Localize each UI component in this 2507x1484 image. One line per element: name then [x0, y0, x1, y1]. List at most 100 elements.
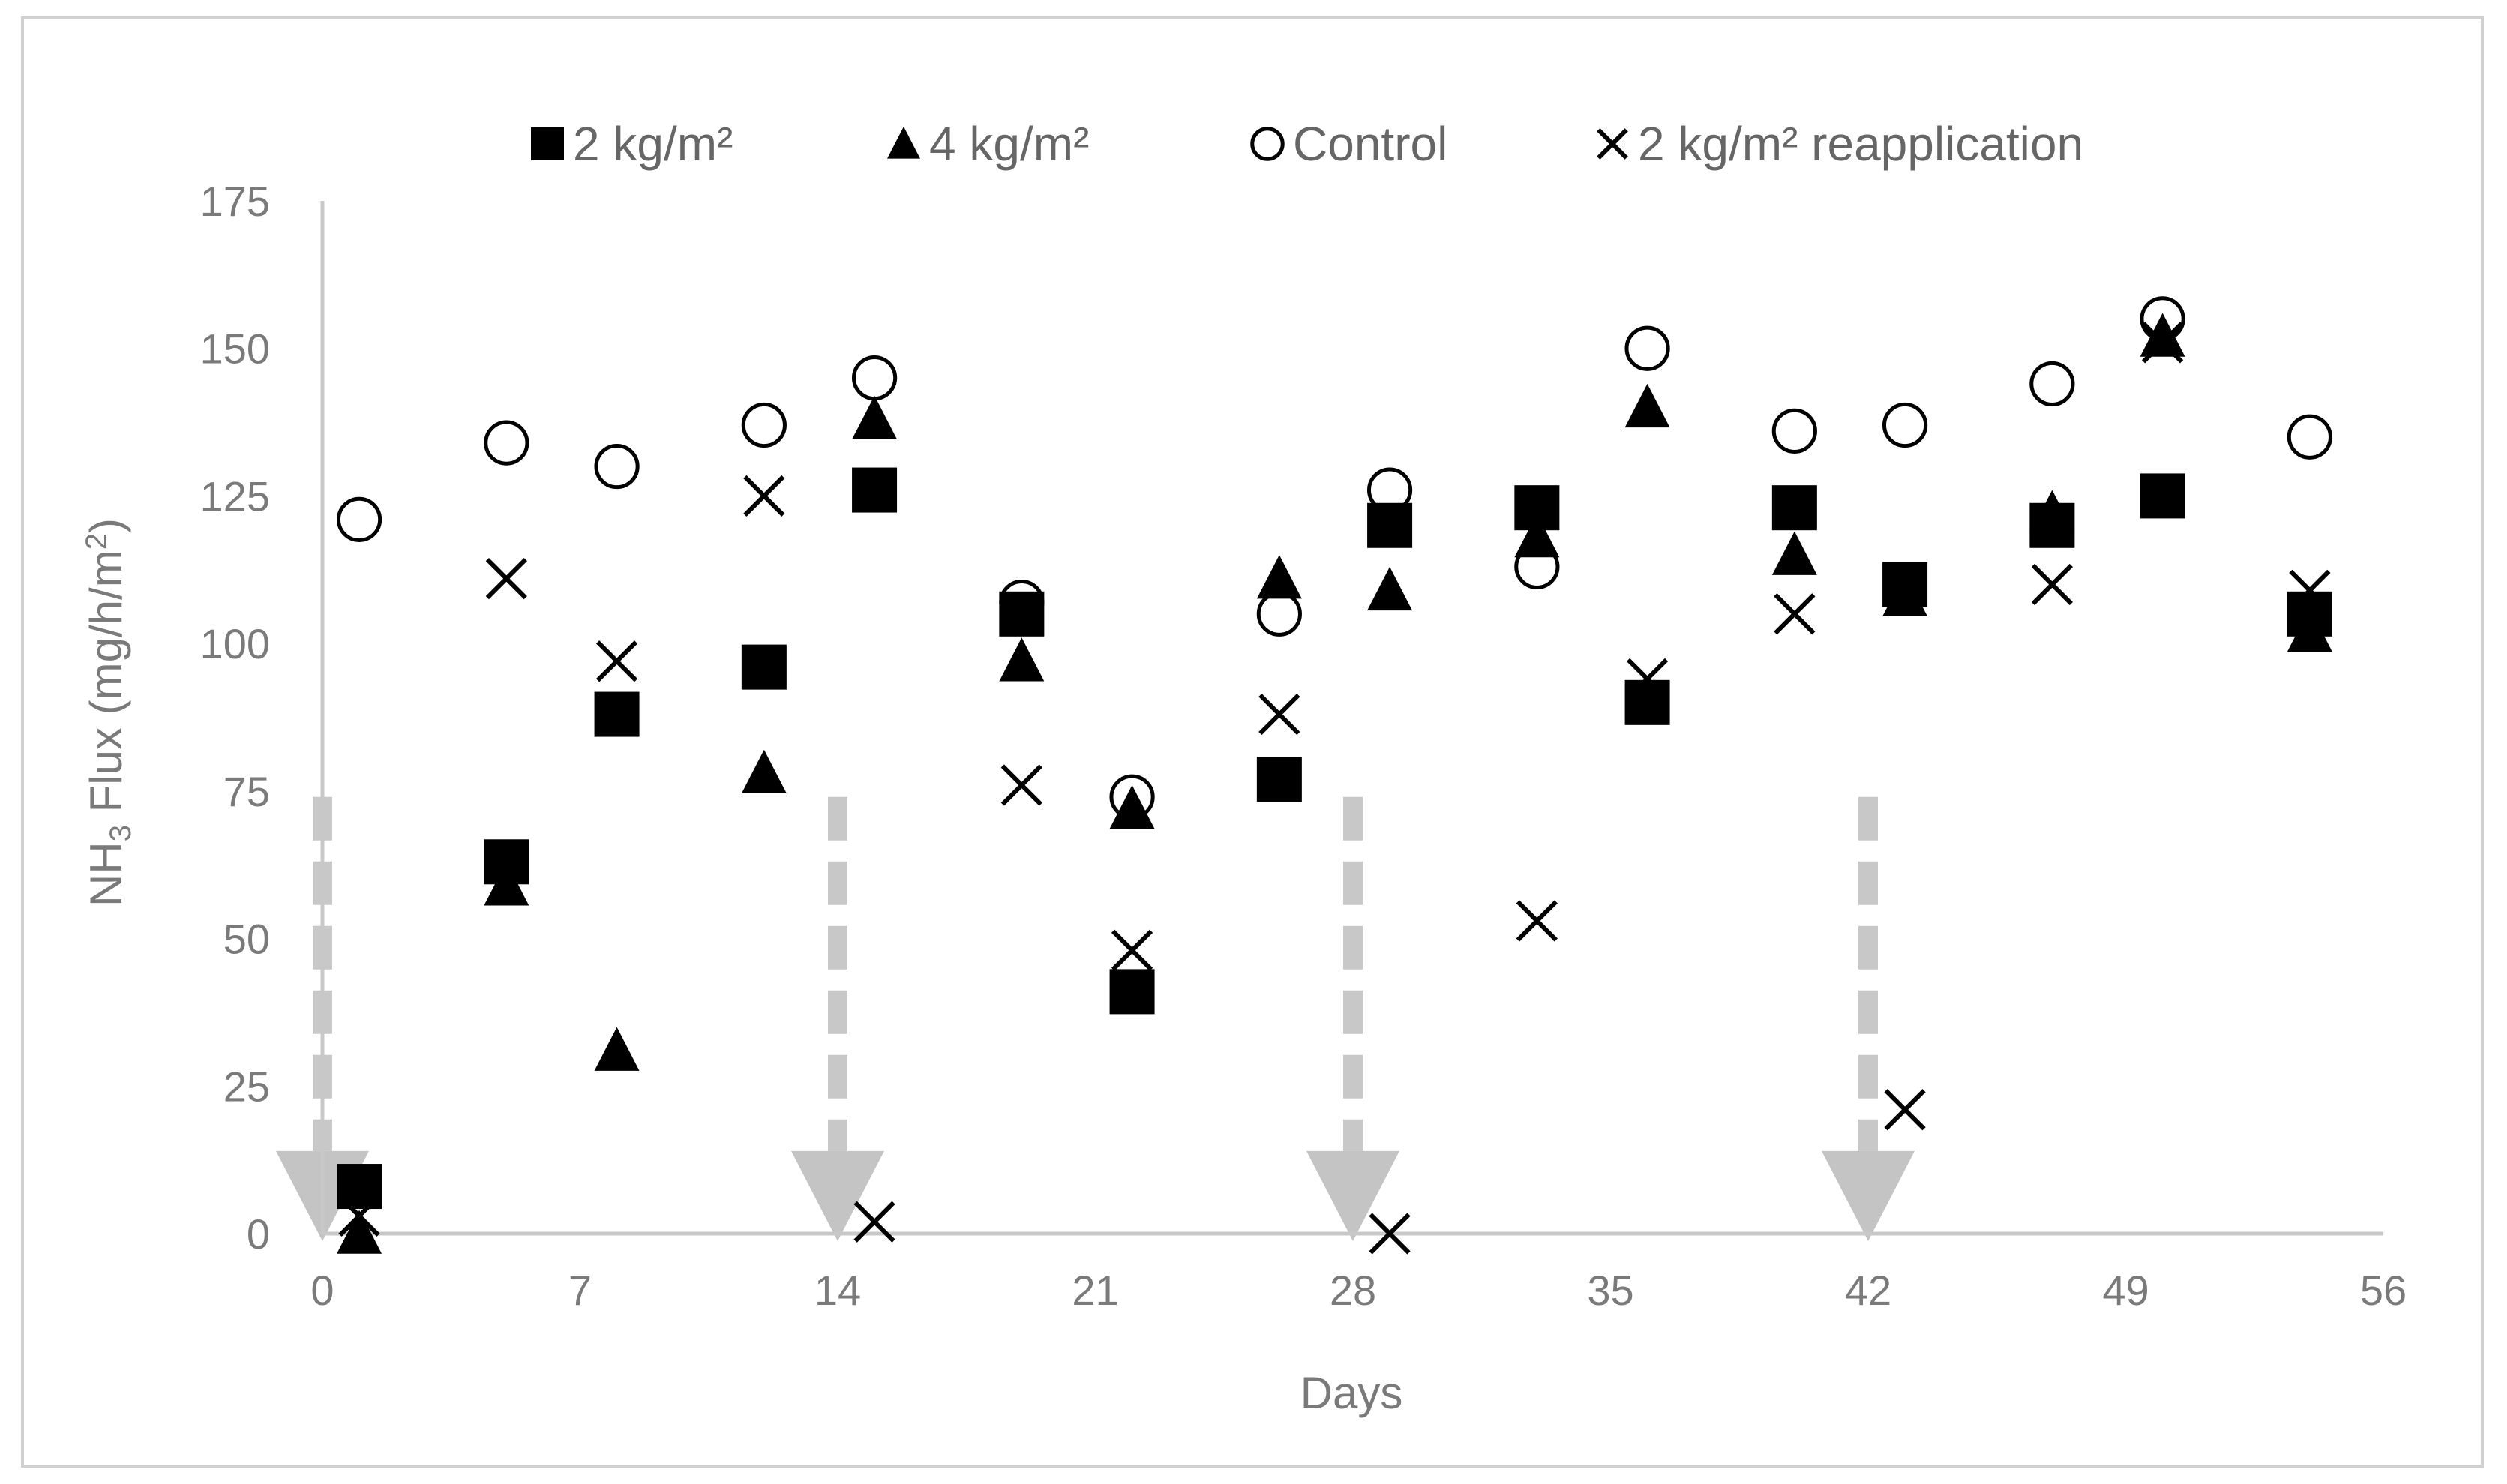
y-axis-title-rest: Flux (mg/h/m	[81, 550, 131, 825]
legend-marker-circle	[1250, 127, 1285, 161]
y-axis-title-main: NH	[81, 841, 131, 907]
data-point-triangle	[337, 1210, 382, 1254]
x-tick-label: 0	[310, 1267, 334, 1314]
data-point-square	[741, 644, 787, 690]
x-tick-label: 35	[1587, 1267, 1633, 1314]
y-tick-label: 100	[200, 620, 270, 667]
y-axis-title-sub: 3	[104, 825, 137, 841]
data-point-circle	[594, 443, 640, 490]
legend-item: 2 kg/m²	[531, 117, 733, 171]
x-marker-stroke	[1000, 764, 1042, 806]
data-point-triangle	[594, 1027, 640, 1071]
data-point-triangle	[852, 395, 898, 439]
y-tick-label: 75	[223, 768, 270, 815]
x-marker-stroke	[2289, 569, 2331, 611]
data-point-x	[1626, 658, 1669, 700]
data-point-circle	[1771, 408, 1817, 454]
y-tick-label: 25	[223, 1063, 270, 1110]
x-marker-stroke	[595, 640, 638, 682]
data-point-square	[594, 691, 640, 737]
x-marker-stroke	[1626, 658, 1669, 700]
data-point-triangle	[1256, 555, 1302, 599]
data-point-circle	[484, 420, 529, 466]
data-point-x	[2289, 569, 2331, 611]
x-tick-label: 56	[2360, 1267, 2407, 1314]
x-marker-stroke	[2141, 322, 2184, 364]
legend-label: 4 kg/m²	[929, 117, 1089, 171]
legend-item: 2 kg/m² reapplication	[1597, 117, 2083, 171]
data-point-circle	[1256, 591, 1302, 637]
chart-frame	[21, 16, 2484, 1468]
data-point-x	[1516, 900, 1558, 942]
y-tick-label: 175	[200, 178, 270, 225]
x-marker-stroke	[743, 475, 785, 517]
x-tick-label: 42	[1845, 1267, 1891, 1314]
data-point-triangle	[1109, 784, 1155, 829]
data-point-triangle	[1771, 531, 1817, 575]
data-point-square	[999, 591, 1045, 637]
x-marker-stroke	[338, 1195, 380, 1237]
data-point-circle	[336, 496, 382, 543]
x-tick-label: 7	[568, 1267, 592, 1314]
y-tick-label: 0	[247, 1210, 270, 1258]
data-point-square	[1882, 562, 1928, 607]
data-point-square	[1514, 485, 1560, 531]
data-point-circle	[2029, 361, 2075, 407]
application-arrow-head	[1306, 1150, 1399, 1241]
legend-label: 2 kg/m² reapplication	[1638, 117, 2083, 171]
data-point-square	[1367, 502, 1413, 548]
legend-label: 2 kg/m²	[573, 117, 733, 171]
x-marker-stroke	[1774, 593, 1816, 635]
data-point-x	[2141, 322, 2184, 364]
data-point-x	[743, 475, 785, 517]
data-point-square	[1256, 757, 1302, 802]
data-point-x	[1000, 764, 1042, 806]
x-marker-stroke	[1111, 929, 1153, 971]
x-tick-label: 14	[814, 1267, 861, 1314]
data-point-square	[1771, 485, 1817, 531]
application-arrow-head	[1822, 1150, 1915, 1241]
data-point-triangle	[2140, 313, 2185, 357]
legend-marker-square	[531, 127, 564, 160]
legend-marker-x	[1597, 128, 1628, 160]
x-tick-label: 49	[2102, 1267, 2149, 1314]
legend: 2 kg/m² 4 kg/m² Control 2 kg/m² reapplicati…	[531, 117, 2083, 171]
x-tick-label: 28	[1330, 1267, 1376, 1314]
data-point-x	[1369, 1213, 1411, 1255]
data-point-square	[2287, 591, 2332, 637]
data-point-triangle	[1624, 383, 1670, 428]
y-axis-title-end: )	[81, 518, 131, 533]
data-point-circle	[741, 402, 787, 448]
x-marker-stroke	[1369, 1213, 1411, 1255]
data-point-square	[2140, 473, 2185, 519]
axes	[320, 201, 2383, 1236]
y-tick-label: 125	[200, 472, 270, 520]
data-point-triangle	[741, 749, 787, 794]
x-marker-stroke	[1884, 1089, 1926, 1131]
application-arrow-head	[791, 1150, 884, 1241]
x-axis-title: Days	[1300, 1368, 1403, 1418]
legend-item: Control	[1250, 117, 1447, 171]
data-point-triangle	[1514, 514, 1560, 558]
x-tick-label: 21	[1072, 1267, 1118, 1314]
y-axis-title: NH3 Flux (mg/h/m2)	[80, 518, 137, 907]
data-point-square	[484, 839, 529, 885]
data-point-circle	[1882, 402, 1928, 448]
data-point-circle	[851, 355, 898, 401]
data-point-square	[852, 467, 898, 513]
data-point-triangle	[1367, 566, 1413, 611]
y-axis-title-sup: 2	[80, 533, 113, 550]
x-marker-stroke	[1516, 900, 1558, 942]
data-point-square	[1624, 679, 1670, 725]
legend-marker-triangle	[887, 126, 920, 159]
x-marker-stroke	[485, 557, 527, 600]
legend-label: Control	[1293, 117, 1447, 171]
data-point-x	[1774, 593, 1816, 635]
data-point-x	[2031, 563, 2073, 606]
x-marker-stroke	[2031, 563, 2073, 606]
data-point-circle	[1624, 325, 1670, 371]
y-tick-label: 150	[200, 325, 270, 373]
data-point-x	[853, 1201, 895, 1243]
legend-item: 4 kg/m²	[887, 117, 1089, 171]
